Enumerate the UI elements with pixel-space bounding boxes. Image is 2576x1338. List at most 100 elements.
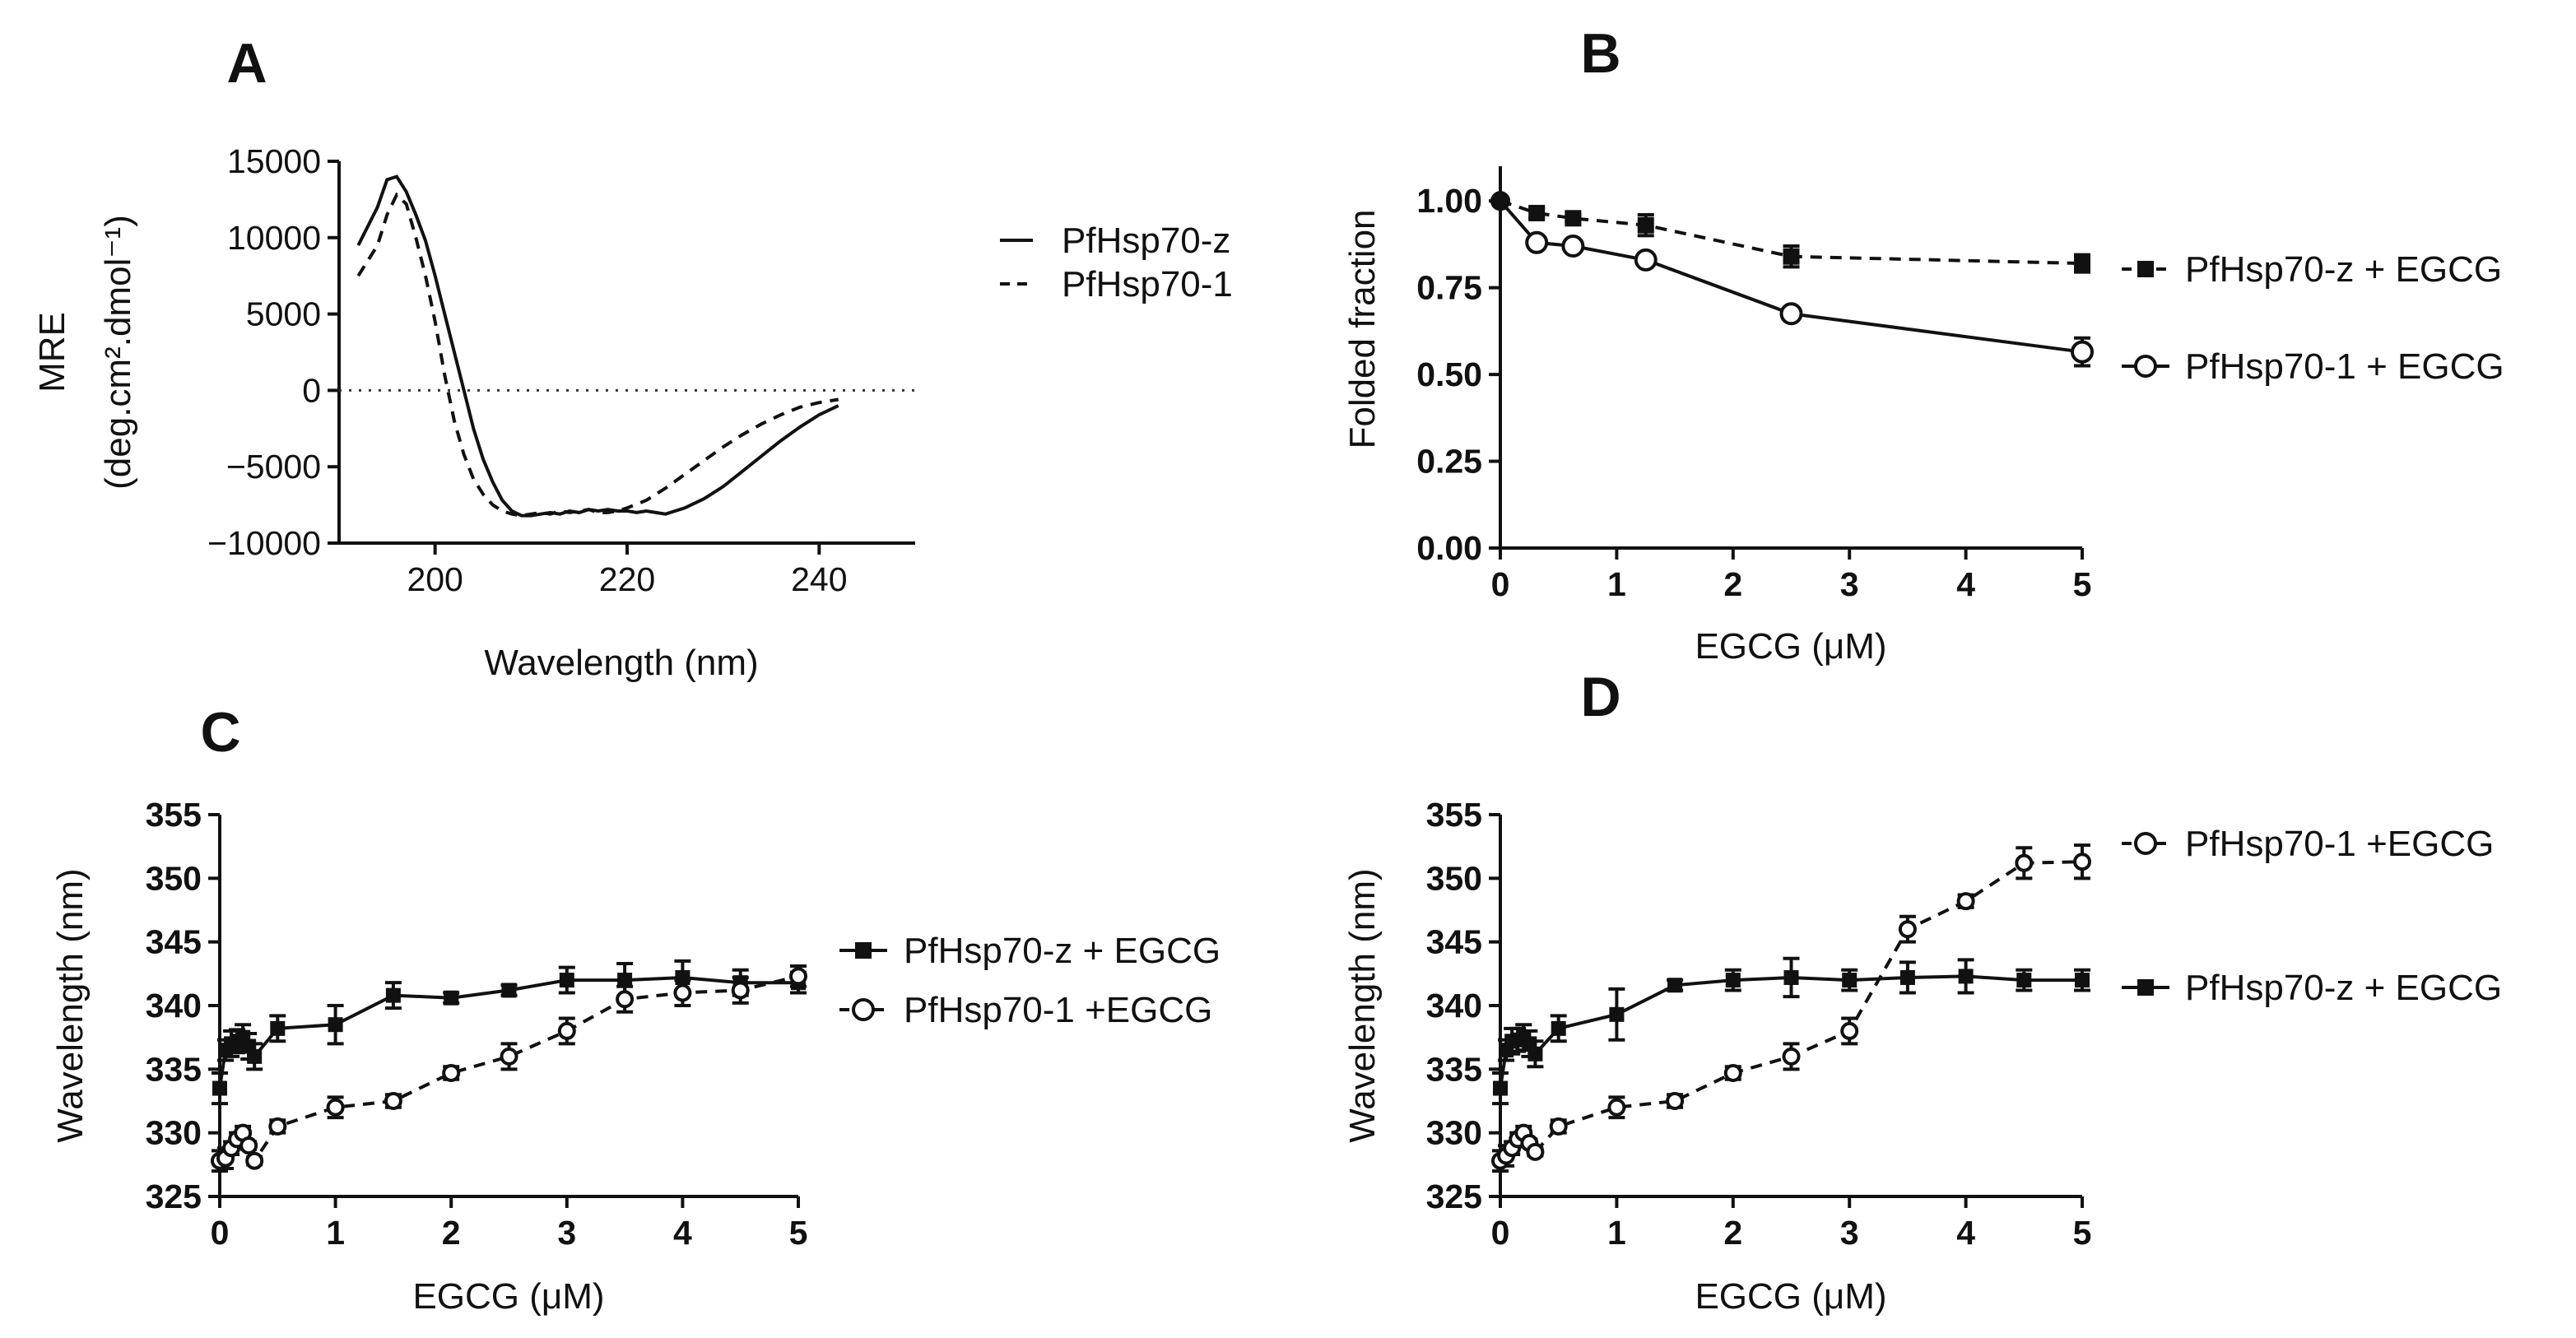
legend-item: PfHsp70-z + EGCG [2122,968,2502,1008]
data-point [500,1047,518,1066]
data-point [1779,302,1803,326]
y-tick-label: 335 [1426,1050,1482,1088]
x-tick-label: 2 [1723,565,1742,603]
legend-marker [852,998,875,1021]
data-point [501,983,517,998]
y-tick-label: −5000 [226,448,321,485]
y-tick-label: 330 [1426,1114,1482,1152]
data-point [268,1117,287,1136]
data-point [1956,892,1975,911]
y-tick-label: 325 [1426,1178,1482,1215]
y-tick-label: 0.50 [1416,355,1482,393]
x-tick-label: 5 [2073,1214,2092,1252]
chart-panel-a: A −10000 −5000 0 5000 10000 15000 200 220 240 Wave… [32,32,1233,683]
y-tick-label: 340 [146,987,202,1024]
y-tick-label: 350 [1426,859,1482,897]
y-axis-title-units: (deg.cm².dmol⁻¹) [98,215,138,490]
x-tick-label: 1 [1607,565,1626,603]
data-point [444,990,459,1006]
series-pfhsp70-1-egcg [1491,843,2091,1173]
series-pfhsp70-z [356,174,839,518]
data-point [616,990,635,1009]
y-tick-label: 340 [1426,987,1482,1024]
series-pfhsp70-z-egcg [1490,191,2090,274]
series-pfhsp70-z-egcg [1492,956,2090,1106]
data-point [1526,1142,1545,1161]
y-tick-label: 0.00 [1416,529,1482,567]
data-point [239,1136,258,1155]
legend-item: PfHsp70-z [1000,221,1230,261]
series-pfhsp70-1-egcg [1490,191,2094,368]
y-tick-label: 5000 [246,295,321,333]
x-tick-label: 5 [789,1214,808,1252]
legend-marker [2134,832,2157,855]
data-point [1842,973,1858,988]
y-tick-label: 325 [146,1178,202,1215]
legend-label: PfHsp70-z + EGCG [2185,968,2502,1008]
x-tick-label: 2 [442,1214,461,1252]
data-point [1898,920,1917,939]
data-point [1528,204,1546,221]
x-tick-label: 5 [2073,565,2092,603]
data-point [1783,969,1799,985]
data-point [1527,1046,1543,1062]
legend-item: PfHsp70-1 +EGCG [2122,824,2494,864]
data-point [1607,1098,1626,1117]
series-pfhsp70-1 [356,192,839,518]
y-tick-label: 355 [1426,796,1482,834]
x-axis-title: Wavelength (nm) [484,643,758,683]
data-point [617,973,633,988]
data-point [270,1020,286,1036]
legend-label: PfHsp70-z + EGCG [904,931,1221,971]
x-tick-label: 0 [1491,1214,1510,1252]
x-tick-label: 3 [1840,565,1859,603]
y-tick-label: −10000 [207,524,321,562]
y-tick-label: 335 [146,1050,202,1088]
chart-panel-b: B 0.00 0.25 0.50 0.75 1.00 0 1 2 3 4 5 EGCG (μM) Fold… [1342,22,2504,667]
series-line [356,174,839,518]
x-tick-label: 0 [1491,565,1510,603]
data-point [2075,973,2090,988]
legend-item: PfHsp70-z + EGCG [839,931,1221,971]
y-tick-label: 345 [1426,923,1482,961]
data-point [1525,230,1549,254]
x-tick-label: 220 [599,560,655,598]
series-pfhsp70-1-egcg [211,964,807,1173]
data-point [1637,216,1654,234]
data-point [1899,969,1915,985]
data-point [326,1098,345,1117]
data-point [328,1017,343,1033]
panel-letter-d: D [1580,666,1620,728]
data-point [1782,1047,1801,1066]
series-line [1499,860,2083,1163]
legend-label: PfHsp70-z [1062,221,1230,261]
x-tick-label: 200 [407,560,463,598]
x-axis-title: EGCG (μM) [1695,626,1886,667]
y-tick-label: 0 [302,371,321,409]
x-tick-label: 4 [1956,565,1975,603]
data-point [1840,1021,1859,1040]
x-tick-label: 2 [1723,1214,1742,1252]
legend-label: PfHsp70-1 + EGCG [2185,346,2504,387]
series-line [356,192,839,518]
data-point [2015,853,2034,872]
y-tick-label: 355 [146,796,202,834]
legend-label: PfHsp70-z + EGCG [2185,249,2502,290]
y-tick-label: 330 [146,1114,202,1152]
data-point [385,987,401,1003]
legend-marker [2134,355,2157,378]
x-axis-title: EGCG (μM) [412,1276,604,1317]
data-point [1667,978,1683,993]
data-point [1723,1063,1742,1082]
legend-label: PfHsp70-1 [1062,264,1233,304]
data-point [2071,340,2094,364]
data-point [1493,1080,1508,1096]
x-tick-label: 4 [673,1214,692,1252]
data-point [1551,1020,1566,1036]
data-point [1490,191,1510,211]
data-point [245,1151,264,1170]
x-tick-label: 4 [1956,1214,1975,1252]
data-point [557,1021,576,1040]
legend-marker [2137,261,2154,277]
data-point [384,1092,402,1110]
